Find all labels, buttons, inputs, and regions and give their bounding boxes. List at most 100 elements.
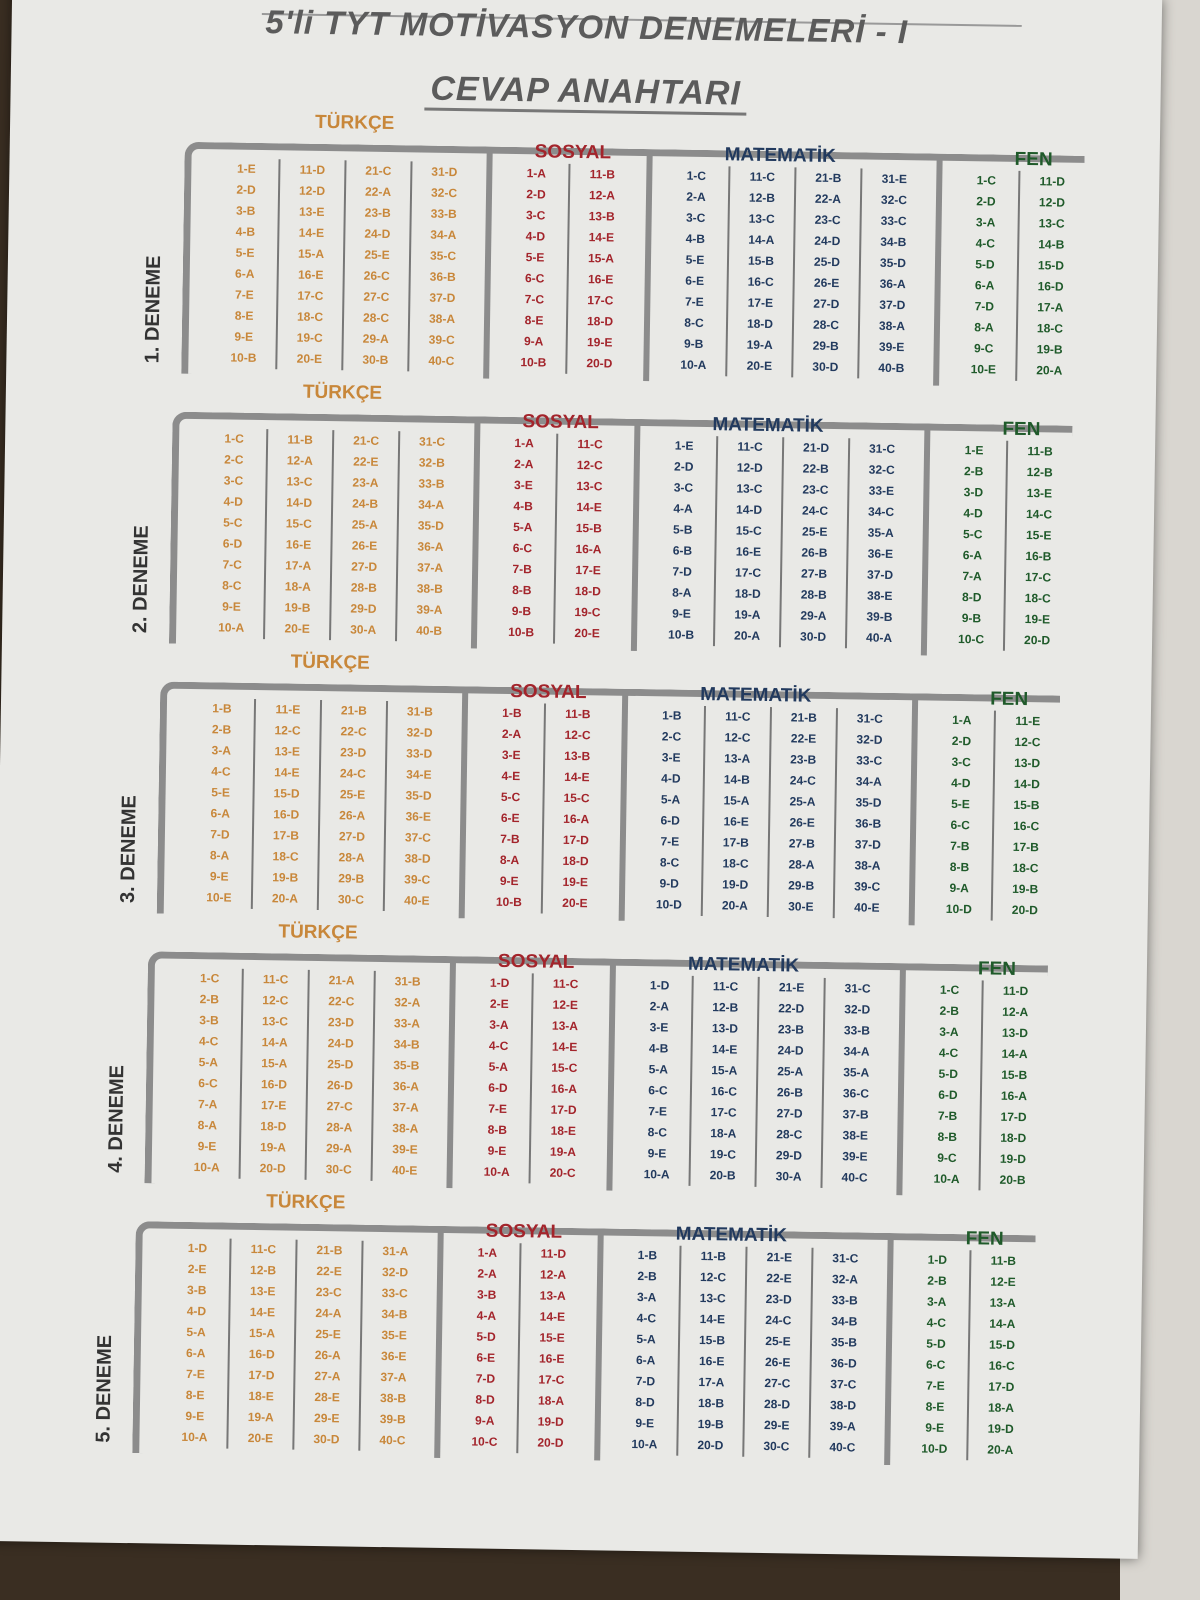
answer-item: 14-B <box>723 772 750 787</box>
answer-item: 19-D <box>537 1414 564 1429</box>
answer-item: 7-E <box>648 1104 668 1119</box>
answer-item: 9-B <box>961 611 982 626</box>
answer-column: 1-D 2-E 3-B 4-D 5-A 6-A 7-E 8-E 9-E 10-A <box>162 1237 232 1449</box>
answer-item: 7-E <box>186 1366 205 1382</box>
answer-item: 8-B <box>949 859 970 875</box>
answer-item: 6-A <box>635 1353 656 1368</box>
answer-item: 7-E <box>684 294 704 309</box>
answer-item: 18-C <box>296 309 324 324</box>
answer-item: 15-C <box>563 790 590 806</box>
answer-item: 26-A <box>339 808 366 823</box>
answer-item: 10-A <box>631 1436 658 1452</box>
answer-item: 36-B <box>429 269 456 285</box>
answer-item: 5-C <box>962 527 983 542</box>
answer-item: 33-C <box>856 753 883 768</box>
answer-item: 31-C <box>868 441 896 456</box>
answer-item: 11-C <box>552 976 579 992</box>
answer-item: 12-E <box>552 997 579 1013</box>
matematik-title: MATEMATİK <box>712 414 824 437</box>
answer-item: 24-A <box>315 1305 342 1321</box>
answer-item: 8-A <box>974 320 994 335</box>
answer-item: 26-E <box>813 275 840 291</box>
answer-item: 4-C <box>975 236 996 251</box>
answer-item: 12-D <box>1038 195 1066 210</box>
answer-item: 38-A <box>878 318 906 334</box>
answer-item: 6-B <box>672 543 693 558</box>
answer-item: 11-C <box>577 436 603 452</box>
deneme-block: 5. DENEME TÜRKÇE 1-D 2-E 3-B 4-D 5-A 6-A 7-E 8-E 9… <box>92 1191 1036 1468</box>
answer-column: 31-E 32-C 33-C 34-B 35-D 36-A 37-D 38-A 39-E 40-B <box>859 168 926 379</box>
answer-item: 35-D <box>405 788 432 803</box>
answer-item: 34-B <box>393 1037 420 1052</box>
answer-item: 23-C <box>315 1284 342 1300</box>
answer-item: 31-D <box>431 164 458 180</box>
answer-item: 10-E <box>206 890 232 905</box>
answer-item: 28-D <box>763 1397 791 1412</box>
answer-item: 25-A <box>789 794 816 809</box>
answer-item: 38-A <box>854 858 881 873</box>
answer-item: 30-B <box>362 352 389 368</box>
answer-item: 30-A <box>775 1169 802 1184</box>
answer-column: 1-D 2-B 3-A 4-C 5-D 6-C 7-E 8-E 9-E 10-D <box>902 1249 972 1461</box>
answer-item: 9-E <box>647 1146 667 1161</box>
answer-item: 6-A <box>186 1345 206 1361</box>
answer-item: 15-B <box>1001 1067 1028 1083</box>
answer-item: 1-A <box>526 166 547 181</box>
answer-item: 37-C <box>830 1377 857 1392</box>
answer-item: 29-A <box>800 608 827 623</box>
answer-column: 11-D 12-D 13-E 14-E 15-A 16-E 17-C 18-C 19-C 20-E <box>277 159 347 371</box>
answer-item: 16-A <box>550 1081 578 1097</box>
answer-item: 14-E <box>274 765 300 780</box>
answer-item: 9-E <box>925 1420 945 1435</box>
answer-item: 8-B <box>512 582 532 598</box>
answer-item: 10-D <box>945 901 972 917</box>
answer-item: 14-A <box>1001 1046 1028 1062</box>
answer-item: 10-E <box>970 362 997 377</box>
answer-item: 34-A <box>430 227 457 243</box>
answer-item: 9-A <box>474 1413 495 1428</box>
answer-column: 1-A 2-A 3-B 4-A 5-D 6-E 7-D 8-D 9-A 10-C <box>452 1242 522 1454</box>
answer-item: 9-B <box>683 336 704 351</box>
answer-item: 4-C <box>636 1311 657 1326</box>
answer-item: 18-C <box>1036 321 1064 336</box>
answer-item: 8-C <box>222 578 242 593</box>
answer-column: 31-C 32-D 33-C 34-A 35-D 36-B 37-D 38-A 39-C 40-E <box>835 708 902 919</box>
answer-item: 17-C <box>297 288 324 303</box>
answer-item: 17-D <box>988 1379 1015 1394</box>
answer-item: 12-B <box>249 1262 277 1278</box>
answer-item: 15-A <box>711 1063 738 1078</box>
answer-item: 27-D <box>813 296 840 312</box>
answer-column: 31-C 32-C 33-E 34-C 35-A 36-E 37-D 38-E 39-B 40-A <box>847 438 914 649</box>
answer-item: 33-C <box>880 213 907 229</box>
answer-item: 7-D <box>210 827 230 842</box>
answer-item: 20-D <box>1011 902 1038 918</box>
answer-item: 5-C <box>500 789 521 805</box>
answer-item: 37-D <box>866 567 894 582</box>
answer-item: 1-B <box>662 708 682 723</box>
answer-item: 13-B <box>588 209 615 224</box>
answer-item: 3-A <box>211 743 232 758</box>
answer-item: 7-D <box>974 299 995 314</box>
answer-item: 5-E <box>525 250 545 265</box>
answer-item: 11-C <box>737 439 763 454</box>
answer-item: 5-E <box>685 252 705 267</box>
turkce-title: TÜRKÇE <box>314 111 395 135</box>
answer-item: 4-C <box>926 1315 947 1330</box>
answer-item: 5-A <box>648 1062 669 1077</box>
answer-item: 6-C <box>198 1076 218 1091</box>
answer-item: 17-C <box>710 1105 737 1120</box>
answer-item: 21-B <box>790 710 817 725</box>
answer-item: 20-A <box>721 898 748 913</box>
turkce-title: TÜRKÇE <box>278 921 358 944</box>
answer-item: 22-B <box>802 461 829 476</box>
answer-column: 1-C 2-A 3-C 4-B 5-E 6-E 7-E 8-C 9-B 10-A <box>661 165 731 377</box>
answer-item: 16-D <box>1037 279 1064 294</box>
answer-item: 20-D <box>1023 633 1051 648</box>
answer-item: 16-E <box>538 1351 565 1366</box>
answer-item: 26-D <box>326 1078 354 1093</box>
answer-item: 20-D <box>259 1161 286 1176</box>
answer-item: 10-B <box>668 627 695 642</box>
answer-item: 2-D <box>951 733 972 749</box>
answer-item: 5-D <box>476 1329 496 1344</box>
answer-column: 1-B 2-C 3-E 4-D 5-A 6-D 7-E 8-C 9-D 10-D <box>636 705 707 917</box>
